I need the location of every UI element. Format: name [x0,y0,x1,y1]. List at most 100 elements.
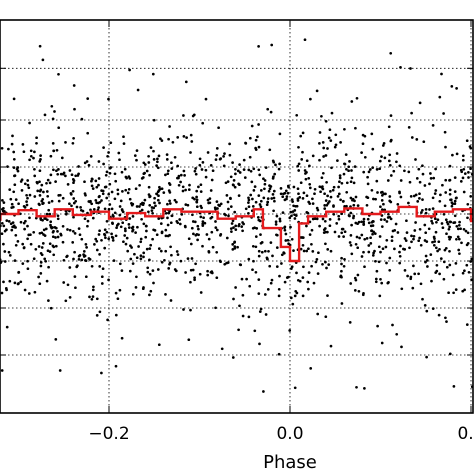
data-point [26,196,29,200]
data-point [117,151,121,155]
data-point [188,183,191,187]
data-point [320,176,324,180]
data-point [328,224,332,228]
data-point [271,193,275,196]
data-point [25,193,28,197]
data-point [291,302,295,306]
data-point [10,142,14,146]
data-point [446,222,450,226]
data-point [171,140,175,144]
data-point [44,259,48,263]
data-point [84,275,88,279]
data-point [461,154,465,158]
data-point [152,118,156,122]
data-point [173,155,177,159]
data-point [175,200,178,204]
data-point [38,194,42,197]
data-point [263,182,267,186]
data-point [128,177,132,180]
data-point [108,171,112,175]
data-point [179,173,183,177]
data-point [192,232,195,236]
data-point [77,254,81,258]
data-point [374,280,378,284]
data-point [350,169,353,172]
data-point [103,207,107,211]
data-point [467,171,470,174]
data-point [35,180,39,184]
data-point [108,182,112,186]
data-point [389,138,393,142]
data-point [70,204,73,208]
data-point [5,219,9,222]
data-point [316,208,320,212]
data-point [257,168,261,172]
data-point [427,227,431,231]
data-point [355,385,358,389]
data-point [62,281,66,284]
data-point [68,266,72,269]
data-point [23,288,27,292]
data-point [106,318,109,322]
data-point [339,274,343,278]
data-point [2,201,6,204]
data-point [277,352,281,356]
data-point [305,159,309,163]
data-point [227,207,230,211]
data-point [135,149,139,152]
data-point [135,158,138,162]
data-point [310,264,313,268]
data-point [371,147,375,151]
data-point [141,287,145,291]
data-point [66,283,70,287]
data-point [318,131,322,134]
data-point [43,217,47,220]
data-point [356,204,360,207]
data-point [372,197,375,201]
data-point [49,173,53,177]
data-point [419,243,423,247]
data-point [451,153,454,157]
data-point [299,134,303,138]
data-point [105,170,109,174]
data-point [191,213,194,217]
data-point [39,217,43,220]
data-point [375,269,379,273]
data-point [326,194,329,198]
data-point [257,145,261,149]
data-point [27,292,31,295]
data-point [190,140,194,143]
data-point [292,249,295,252]
data-point [105,196,109,200]
data-point [184,80,188,84]
data-point [440,222,444,225]
data-point [52,168,55,172]
data-point [380,225,384,228]
data-point [412,194,416,198]
data-point [191,268,195,272]
data-point [363,237,367,241]
data-point [302,249,306,253]
data-point [39,264,43,268]
data-point [452,291,455,295]
x-axis-label: Phase [263,452,317,473]
data-point [453,199,457,203]
data-point [83,161,87,165]
data-point [309,367,313,370]
data-point [450,85,454,88]
data-point [201,244,204,248]
data-point [361,142,365,146]
data-point [201,222,205,226]
x-tick-label: −0.2 [88,424,129,444]
data-point [11,225,14,229]
data-point [306,280,310,284]
data-point [337,185,340,189]
data-point [365,237,369,240]
data-point [237,222,241,226]
data-point [10,228,14,232]
data-point [11,134,14,138]
data-point [254,270,258,274]
data-point [308,233,312,236]
data-point [27,186,31,190]
data-point [414,221,417,224]
